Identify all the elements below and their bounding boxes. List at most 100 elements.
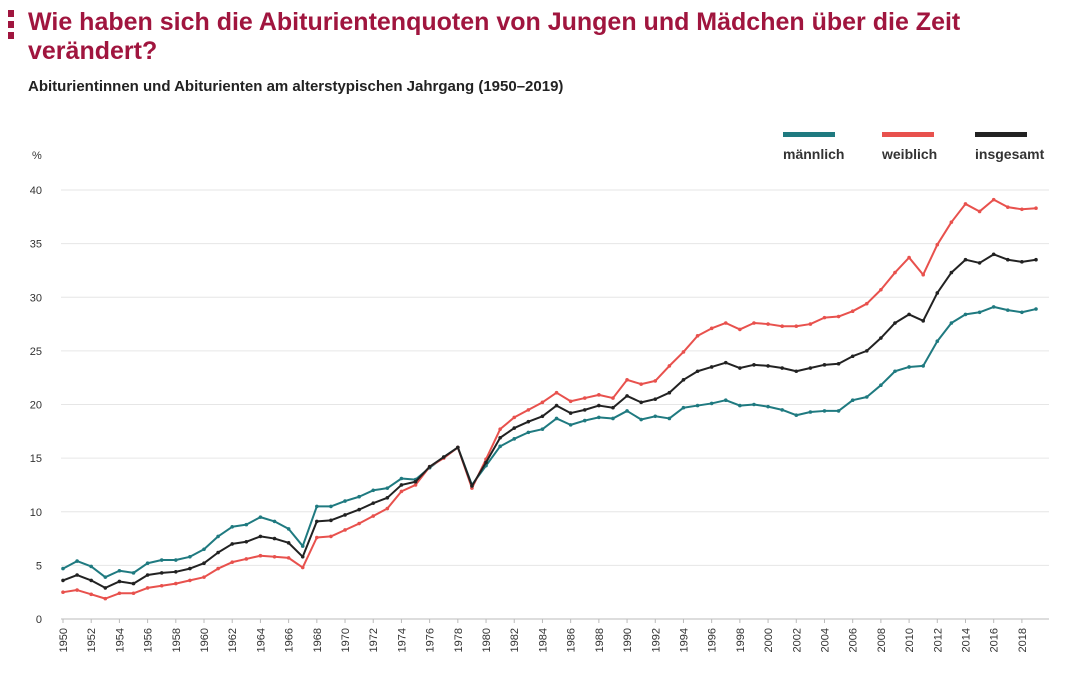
- series-line-weiblich: [62, 198, 1037, 600]
- data-point-weiblich-1967: [300, 565, 305, 570]
- x-tick-label-1956: 1956: [143, 628, 155, 652]
- data-point-maennlich-1962: [230, 524, 235, 529]
- data-point-weiblich-1956: [145, 586, 150, 590]
- data-point-maennlich-1985: [554, 416, 559, 421]
- data-point-maennlich-1955: [131, 571, 136, 575]
- data-point-maennlich-1994: [681, 405, 686, 410]
- chart-subtitle: Abiturientinnen und Abiturienten am alte…: [28, 78, 564, 95]
- data-point-weiblich-2013: [949, 220, 954, 224]
- data-point-insgesamt-1993: [667, 390, 672, 395]
- data-point-maennlich-1966: [286, 527, 291, 531]
- data-point-weiblich-2003: [808, 322, 813, 326]
- data-point-weiblich-1975: [413, 483, 418, 487]
- data-point-weiblich-1993: [667, 364, 672, 368]
- data-point-maennlich-2013: [949, 321, 954, 325]
- data-point-insgesamt-1983: [526, 419, 531, 424]
- chart-title: Wie haben sich die Abiturientenquoten vo…: [28, 8, 961, 65]
- x-tick-label-2000: 2000: [763, 628, 775, 652]
- data-point-insgesamt-1980: [484, 460, 488, 465]
- legend-item-maennlich: männlich: [783, 132, 844, 162]
- data-point-weiblich-1950: [61, 590, 65, 594]
- data-point-maennlich-2015: [977, 310, 982, 315]
- data-point-insgesamt-1994: [681, 378, 686, 382]
- data-point-weiblich-1998: [738, 327, 742, 332]
- y-tick-label-5: 5: [36, 560, 42, 572]
- x-tick-label-2014: 2014: [960, 628, 972, 652]
- data-point-insgesamt-1954: [117, 579, 122, 584]
- data-point-weiblich-2019: [1034, 206, 1038, 211]
- data-point-maennlich-1970: [343, 499, 347, 503]
- data-point-insgesamt-1995: [695, 369, 700, 374]
- data-point-maennlich-2000: [766, 404, 770, 409]
- y-tick-label-30: 30: [30, 292, 42, 304]
- data-point-insgesamt-2011: [921, 319, 925, 323]
- data-point-insgesamt-1985: [554, 403, 559, 408]
- data-point-weiblich-1972: [371, 514, 376, 518]
- data-point-maennlich-1968: [315, 504, 319, 509]
- y-tick-label-40: 40: [30, 185, 42, 197]
- data-point-maennlich-1964: [258, 515, 263, 519]
- data-point-weiblich-1954: [117, 591, 122, 596]
- data-point-insgesamt-2005: [836, 361, 841, 366]
- data-point-insgesamt-2015: [977, 261, 982, 265]
- x-tick-label-1974: 1974: [396, 628, 408, 652]
- data-point-insgesamt-2017: [1005, 257, 1010, 262]
- legend-swatch-insgesamt: [975, 132, 1027, 137]
- data-point-maennlich-2005: [836, 409, 841, 413]
- x-tick-label-1970: 1970: [340, 628, 352, 652]
- data-point-maennlich-1952: [89, 564, 94, 569]
- data-point-insgesamt-1992: [653, 397, 658, 401]
- data-point-weiblich-1986: [568, 399, 573, 404]
- data-point-insgesamt-2002: [794, 369, 799, 374]
- x-tick-label-1950: 1950: [58, 628, 70, 652]
- data-point-weiblich-1990: [625, 378, 629, 382]
- data-point-insgesamt-2014: [963, 257, 968, 262]
- legend-swatch-maennlich: [783, 132, 835, 137]
- legend-label-maennlich: männlich: [783, 146, 845, 162]
- data-point-insgesamt-1965: [272, 536, 277, 541]
- data-point-insgesamt-1955: [131, 581, 136, 586]
- data-point-insgesamt-1957: [159, 571, 164, 575]
- data-point-weiblich-2014: [963, 202, 968, 206]
- data-point-maennlich-1960: [202, 547, 206, 552]
- data-point-maennlich-1996: [709, 401, 714, 406]
- x-tick-label-1992: 1992: [650, 628, 662, 652]
- data-point-insgesamt-2013: [949, 270, 954, 275]
- data-point-weiblich-1982: [512, 415, 517, 420]
- x-tick-label-1958: 1958: [171, 628, 183, 652]
- x-tick-label-2006: 2006: [848, 628, 860, 652]
- data-point-insgesamt-2003: [808, 366, 813, 370]
- data-point-insgesamt-1953: [103, 586, 108, 590]
- data-point-maennlich-1991: [639, 417, 643, 422]
- x-tick-label-1960: 1960: [199, 628, 211, 652]
- data-point-insgesamt-2000: [766, 364, 770, 368]
- data-point-maennlich-1997: [723, 398, 728, 403]
- data-point-weiblich-1951: [75, 588, 79, 592]
- data-point-weiblich-2008: [879, 287, 883, 292]
- data-point-maennlich-1963: [244, 522, 249, 527]
- data-point-weiblich-1953: [103, 596, 108, 601]
- x-tick-label-1972: 1972: [368, 628, 380, 652]
- data-point-maennlich-2009: [893, 369, 897, 374]
- data-point-weiblich-2002: [794, 324, 799, 329]
- data-point-maennlich-1973: [385, 486, 390, 490]
- x-tick-label-1990: 1990: [622, 628, 634, 652]
- legend-swatch-weiblich: [882, 132, 934, 137]
- data-point-insgesamt-2016: [991, 252, 996, 257]
- data-point-maennlich-1957: [159, 558, 164, 562]
- title-marker-icon: [8, 10, 14, 40]
- data-point-maennlich-1953: [103, 575, 108, 579]
- data-point-maennlich-1961: [216, 534, 220, 539]
- x-tick-label-1978: 1978: [453, 628, 465, 652]
- data-point-weiblich-1996: [709, 326, 714, 331]
- x-tick-label-1996: 1996: [707, 628, 719, 652]
- data-point-weiblich-1971: [357, 521, 361, 526]
- data-point-weiblich-1958: [174, 581, 178, 586]
- data-point-weiblich-2016: [991, 197, 996, 202]
- legend: männlich weiblich insgesamt: [0, 132, 1073, 172]
- data-point-insgesamt-2007: [864, 349, 869, 353]
- data-point-weiblich-1970: [343, 528, 347, 532]
- x-tick-label-1952: 1952: [86, 628, 98, 652]
- y-tick-label-35: 35: [30, 239, 42, 251]
- data-point-insgesamt-1956: [145, 573, 150, 577]
